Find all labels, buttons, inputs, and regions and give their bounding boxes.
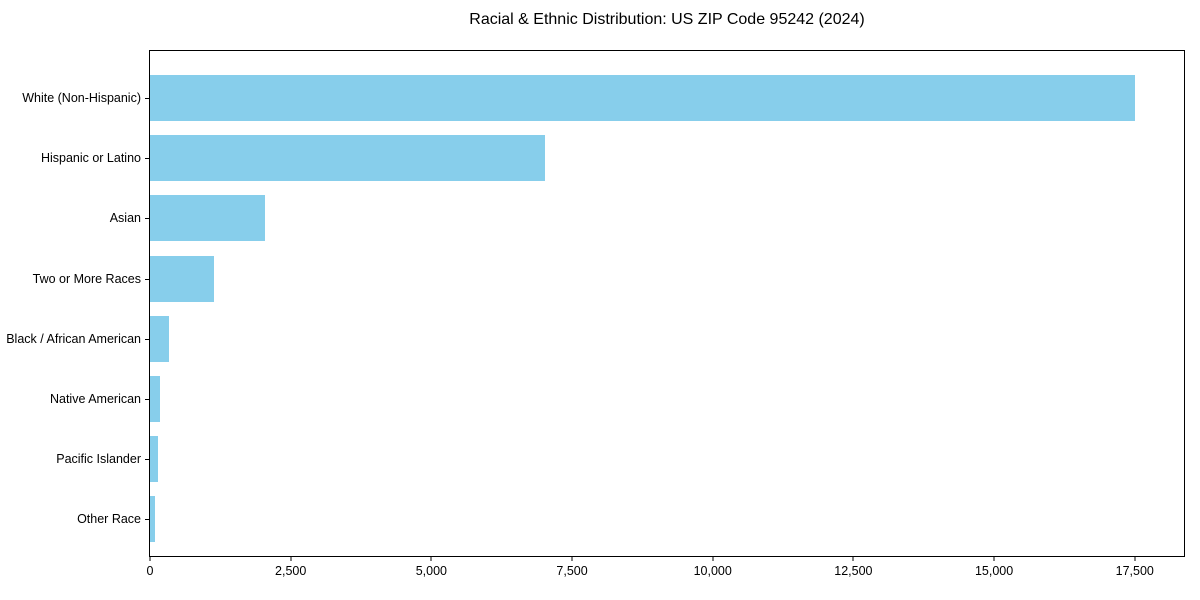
y-axis-label: Two or More Races xyxy=(32,271,141,286)
x-axis-tick-label: 5,000 xyxy=(415,564,447,578)
y-tick xyxy=(145,218,150,220)
x-tick xyxy=(1134,556,1136,561)
x-axis-tick-label: 2,500 xyxy=(275,564,307,578)
y-tick xyxy=(145,98,150,99)
y-tick xyxy=(145,338,150,340)
bar xyxy=(150,376,160,422)
bar xyxy=(150,135,546,182)
x-tick xyxy=(993,556,995,561)
y-tick xyxy=(145,399,150,400)
bar xyxy=(150,496,156,543)
x-axis-tick-label: 0 xyxy=(146,564,154,578)
y-axis-label: White (Non-Hispanic) xyxy=(22,91,141,105)
x-tick xyxy=(571,556,573,561)
bar xyxy=(150,75,1135,121)
x-axis-tick-label: 15,000 xyxy=(974,564,1014,578)
y-tick xyxy=(145,278,150,280)
bar xyxy=(150,315,170,362)
y-axis-label: Pacific Islander xyxy=(56,452,141,467)
y-axis-label: Other Race xyxy=(77,512,141,527)
x-axis-tick-label: 12,500 xyxy=(834,564,873,578)
y-axis-label: Native American xyxy=(49,392,141,406)
chart-title: Racial & Ethnic Distribution: US ZIP Cod… xyxy=(469,11,865,28)
y-tick xyxy=(145,519,150,521)
x-tick xyxy=(430,556,432,561)
y-tick xyxy=(145,158,150,160)
y-axis-label: Hispanic or Latino xyxy=(40,151,141,166)
x-tick xyxy=(852,556,854,561)
bar xyxy=(150,436,159,483)
x-axis-tick-label: 10,000 xyxy=(693,564,732,578)
x-axis-tick-label: 17,500 xyxy=(1115,564,1154,578)
y-axis-label: Asian xyxy=(109,211,141,226)
x-tick xyxy=(290,556,292,561)
plot-area: White (Non-Hispanic) Hispanic or Latino As… xyxy=(6,50,1185,578)
y-tick xyxy=(145,459,150,461)
bar xyxy=(150,195,265,242)
x-tick xyxy=(712,556,714,561)
bar xyxy=(150,255,215,302)
x-axis-tick-label: 7,500 xyxy=(556,564,588,578)
x-tick xyxy=(149,556,151,561)
y-axis-label: Black / African American xyxy=(6,331,141,346)
